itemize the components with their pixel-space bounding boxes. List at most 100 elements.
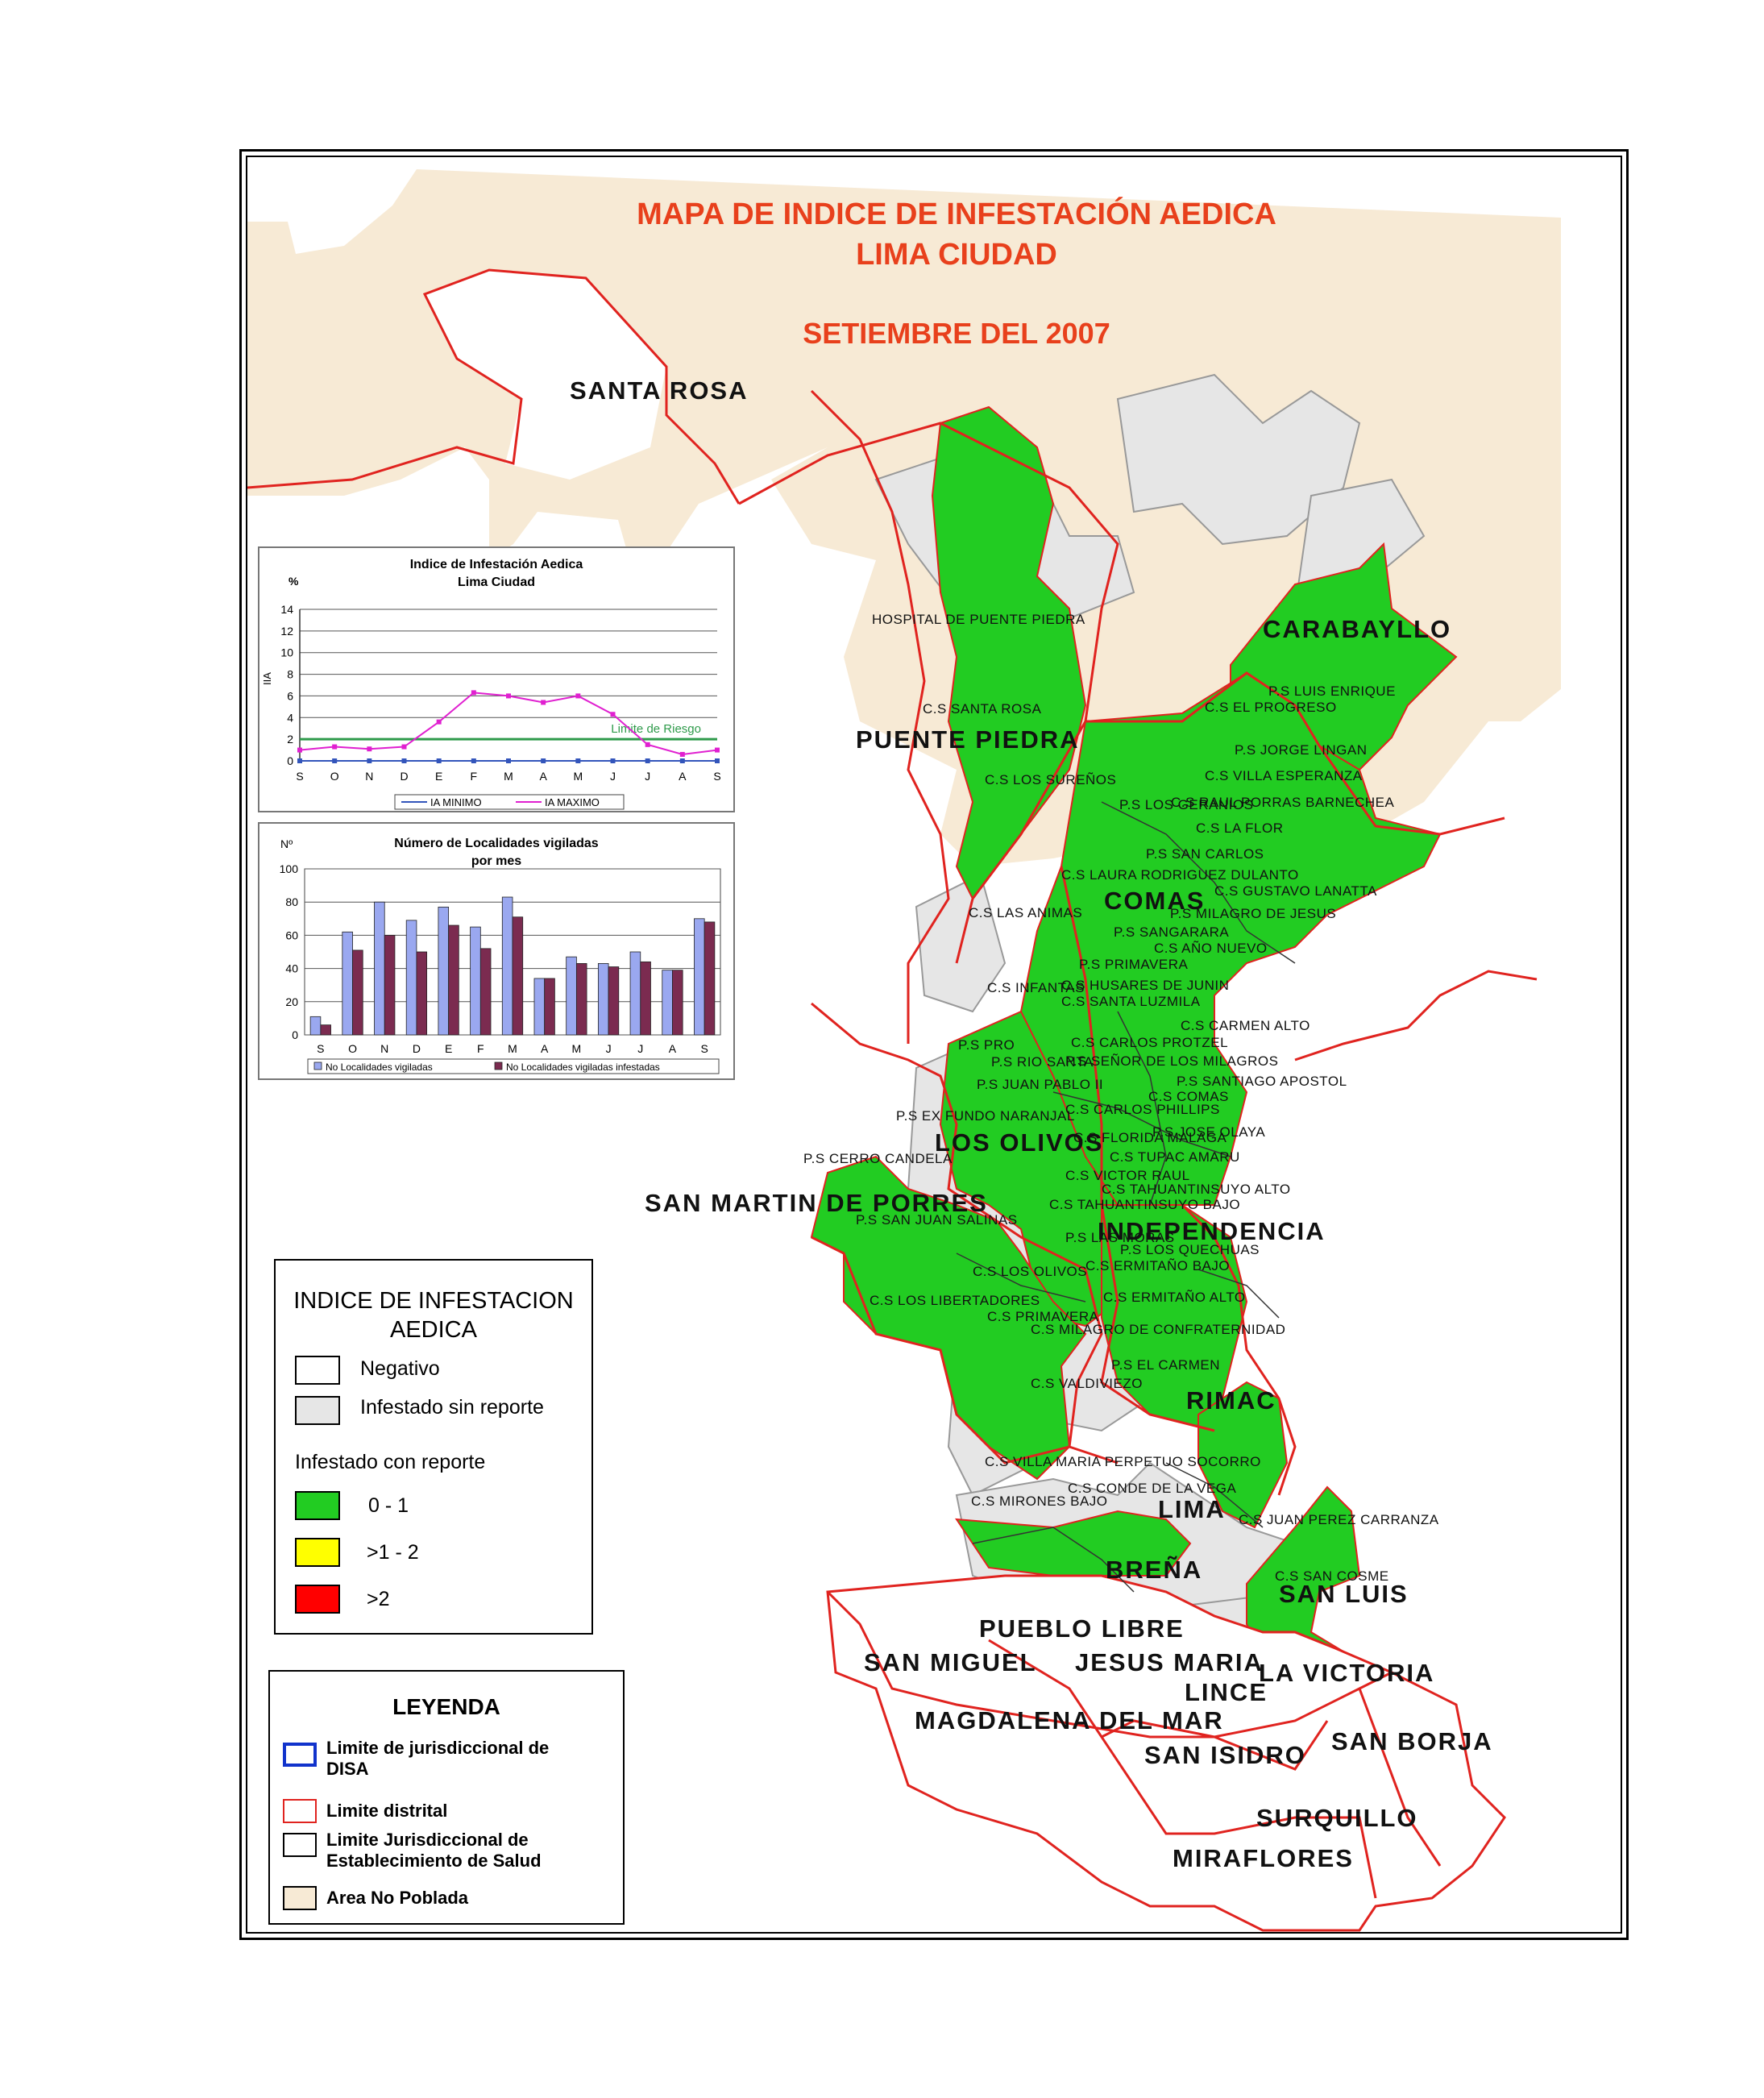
district-label: SANTA ROSA bbox=[570, 376, 749, 405]
bar-localidades-vigiladas bbox=[374, 901, 385, 1036]
facility-label: C.S TUPAC AMARU bbox=[1110, 1149, 1240, 1165]
x-tick-label: S bbox=[317, 1042, 324, 1055]
x-tick-label: N bbox=[380, 1042, 388, 1055]
facility-label: C.S MIRONES BAJO bbox=[971, 1494, 1108, 1509]
facility-label: C.S CONDE DE LA VEGA bbox=[1068, 1481, 1237, 1496]
data-point-ia-minimo bbox=[506, 758, 511, 763]
map-frame: MAPA DE INDICE DE INFESTACIÓN AEDICA LIM… bbox=[246, 156, 1622, 1934]
x-tick-label: F bbox=[471, 770, 478, 783]
y-tick-label: 14 bbox=[280, 603, 293, 616]
facility-border-1 bbox=[1101, 801, 1296, 964]
facility-label: C.S JUAN PEREZ CARRANZA bbox=[1239, 1512, 1439, 1527]
district-label: LIMA bbox=[1158, 1495, 1226, 1523]
data-point-ia-maximo bbox=[645, 742, 650, 747]
legend-range-3: >2 bbox=[367, 1588, 390, 1610]
facility-label: C.S VICTOR RAUL bbox=[1065, 1168, 1190, 1183]
facility-border-2 bbox=[1052, 1091, 1231, 1157]
facility-label: P.S EX FUNDO NARANJAL bbox=[896, 1108, 1075, 1124]
x-tick-label: S bbox=[700, 1042, 708, 1055]
district-border-2 bbox=[738, 422, 1119, 964]
legend-label-ia-minimo: IA MINIMO bbox=[430, 796, 482, 808]
district-label: SAN MARTIN DE PORRES bbox=[645, 1189, 988, 1217]
district-border-10 bbox=[988, 1639, 1377, 1899]
data-point-ia-minimo bbox=[297, 758, 302, 763]
bar-localidades-infestadas bbox=[352, 949, 363, 1036]
facility-label: P.S CERRO CANDELA bbox=[803, 1151, 953, 1166]
district-border-8 bbox=[1181, 1203, 1297, 1496]
facility-label: HOSPITAL DE PUENTE PIEDRA bbox=[872, 612, 1085, 627]
data-point-ia-maximo bbox=[715, 747, 720, 753]
data-point-ia-minimo bbox=[436, 758, 442, 763]
main-legend: LEYENDA Limite de jurisdiccional de DISA… bbox=[268, 1670, 625, 1925]
district-border-3 bbox=[810, 389, 950, 1044]
line-chart-panel: Indice de Infestación Aedica Lima Ciudad… bbox=[258, 546, 735, 812]
data-point-ia-minimo bbox=[575, 758, 581, 763]
legend-infestado-con-reporte: Infestado con reporte bbox=[295, 1451, 486, 1473]
facility-label: P.S PRIMAVERA bbox=[1079, 957, 1189, 972]
facility-label: C.S VILLA ESPERANZA bbox=[1205, 768, 1363, 783]
x-tick-label: J bbox=[610, 770, 616, 783]
x-tick-label: O bbox=[348, 1042, 357, 1055]
facility-label: C.S LAS ANIMAS bbox=[969, 905, 1083, 920]
x-tick-label: M bbox=[573, 770, 583, 783]
data-point-ia-minimo bbox=[679, 758, 685, 763]
bar-localidades-vigiladas bbox=[662, 970, 673, 1036]
x-tick-label: D bbox=[400, 770, 408, 783]
x-tick-label: A bbox=[541, 1042, 549, 1055]
legend-establecimiento-line1: Limite Jurisdiccional de bbox=[326, 1830, 529, 1850]
district-label: SAN ISIDRO bbox=[1144, 1741, 1306, 1769]
facility-label: C.S TAHUANTINSUYO BAJO bbox=[1049, 1197, 1241, 1212]
map-outer-frame bbox=[239, 149, 1629, 1940]
southern-districts bbox=[826, 1574, 1506, 1932]
facility-label: P.S JOSE OLAYA bbox=[1152, 1124, 1266, 1140]
swatch-infestado-sin-reporte bbox=[295, 1396, 340, 1425]
data-point-ia-maximo bbox=[610, 712, 616, 717]
x-tick-label: A bbox=[679, 770, 687, 783]
district-label: SAN MIGUEL bbox=[864, 1648, 1037, 1676]
district-label: INDEPENDENCIA bbox=[1098, 1217, 1326, 1245]
facility-label: C.S MILAGRO DE CONFRATERNIDAD bbox=[1031, 1322, 1286, 1337]
swatch-range-2 bbox=[295, 1538, 340, 1567]
green-area-los-olivos bbox=[939, 1010, 1119, 1327]
x-tick-label: A bbox=[539, 770, 547, 783]
legend-label-vigiladas: No Localidades vigiladas bbox=[326, 1061, 433, 1073]
facility-label: C.S FLORIDA MALAGA bbox=[1073, 1130, 1227, 1145]
district-label: SURQUILLO bbox=[1256, 1804, 1418, 1832]
facility-label: C.S PRIMAVERA bbox=[987, 1309, 1099, 1324]
x-tick-label: D bbox=[413, 1042, 421, 1055]
facility-label: P.S SEÑOR DE LOS MILAGROS bbox=[1065, 1053, 1279, 1069]
bar-localidades-infestadas bbox=[672, 970, 683, 1036]
facility-label: C.S LAURA RODRIGUEZ DULANTO bbox=[1061, 867, 1299, 883]
y-axis-label: IIA bbox=[261, 672, 273, 685]
bar-localidades-infestadas bbox=[320, 1024, 331, 1036]
data-point-ia-minimo bbox=[401, 758, 407, 763]
district-label: PUENTE PIEDRA bbox=[856, 725, 1080, 754]
swatch-facility-boundary bbox=[283, 1833, 317, 1857]
x-tick-label: M bbox=[508, 1042, 517, 1055]
facility-label: P.S JUAN PABLO II bbox=[977, 1077, 1104, 1092]
x-tick-label: E bbox=[445, 1042, 452, 1055]
bar-chart-legend-box bbox=[307, 1058, 720, 1074]
facility-label: P.S SAN CARLOS bbox=[1146, 846, 1264, 862]
data-point-ia-maximo bbox=[679, 751, 685, 757]
data-point-ia-maximo bbox=[367, 746, 372, 752]
facility-label: C.S LOS SUREÑOS bbox=[985, 772, 1117, 787]
facility-label: C.S TAHUANTINSUYO ALTO bbox=[1102, 1182, 1291, 1197]
x-tick-label: N bbox=[365, 770, 373, 783]
facility-label: C.S INFANTAS bbox=[987, 980, 1085, 995]
x-tick-label: A bbox=[669, 1042, 677, 1055]
swatch-negativo bbox=[295, 1356, 340, 1385]
bar-chart-title-line1: Número de Localidades vigiladas bbox=[394, 837, 599, 850]
legend-swatch-infestadas bbox=[494, 1061, 503, 1070]
district-map bbox=[247, 169, 1561, 1932]
x-tick-label: J bbox=[645, 770, 650, 783]
facility-label: P.S RIO SANTA bbox=[991, 1054, 1094, 1070]
x-tick-label: J bbox=[606, 1042, 612, 1055]
facility-label: C.S VILLA MARIA PERPETUO SOCORRO bbox=[985, 1454, 1261, 1469]
facility-label: P.S MILAGRO DE JESUS bbox=[1170, 906, 1337, 921]
y-tick-label: 0 bbox=[292, 1028, 298, 1041]
legend-label-ia-maximo: IA MAXIMO bbox=[545, 796, 600, 808]
facility-label: C.S SANTA ROSA bbox=[923, 701, 1042, 717]
main-legend-title: LEYENDA bbox=[392, 1694, 500, 1719]
